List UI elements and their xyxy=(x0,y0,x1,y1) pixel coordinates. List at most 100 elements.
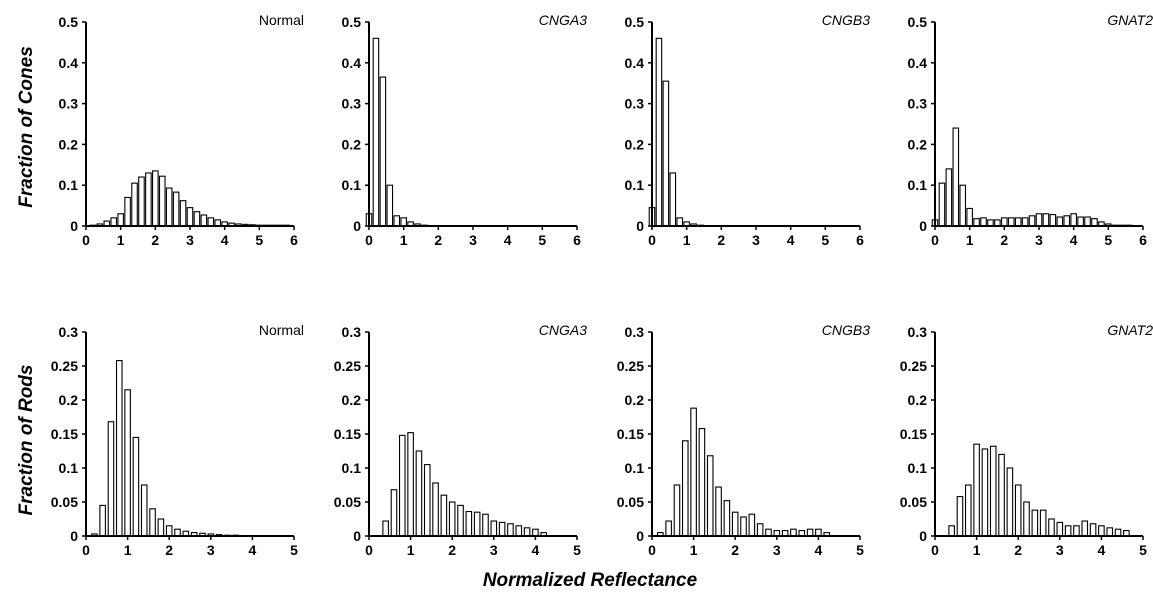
panel-title: GNAT2 xyxy=(1107,322,1153,338)
bar xyxy=(1098,525,1105,537)
bar xyxy=(1081,520,1089,537)
bar xyxy=(110,217,118,227)
x-tick-label: 5 xyxy=(538,232,546,248)
y-tick-label: 0.3 xyxy=(59,96,79,112)
panels-group: 00.10.20.30.40.50 1 2 3 4 5 6Normal00.10.20.30… xyxy=(51,12,1153,558)
bar xyxy=(1077,216,1084,227)
panel-title: Normal xyxy=(259,12,304,28)
bar xyxy=(1007,217,1015,227)
bar xyxy=(1089,523,1097,537)
panel-1: 0 0.1 0.2 0.3 0.4 0.5 0 1 2 3 4 5 6 CNGA3 xyxy=(342,12,588,248)
x-tick-label: 1 xyxy=(966,232,974,248)
x-tick-label: 2 xyxy=(1000,232,1008,248)
x-tick-label: 3 xyxy=(469,232,477,248)
bar xyxy=(507,523,514,537)
x-tick-label: 5 xyxy=(1104,232,1112,248)
bar xyxy=(676,217,684,227)
bar xyxy=(1084,216,1091,227)
y-tick-label: 0 xyxy=(70,218,78,234)
y-tick-label: 0.05 xyxy=(617,494,644,510)
y-tick-label: 0.1 xyxy=(625,460,645,476)
panel-title: CNGA3 xyxy=(539,322,587,338)
bar xyxy=(973,443,980,537)
x-tick-label: 6 xyxy=(573,232,581,248)
bar xyxy=(1035,213,1043,227)
bar xyxy=(989,445,997,537)
x-tick-label: 5 xyxy=(856,542,864,558)
x-tick-label: 2 xyxy=(165,542,173,558)
x-tick-label: 2 xyxy=(1014,542,1022,558)
x-tick-label: 4 xyxy=(787,232,795,248)
bar xyxy=(107,421,115,537)
bar xyxy=(532,528,539,537)
x-tick-label: 2 xyxy=(434,232,442,248)
bar xyxy=(1070,213,1077,227)
x-tick-label: 5 xyxy=(821,232,829,248)
bar xyxy=(140,484,148,537)
bar xyxy=(415,450,423,537)
bar xyxy=(132,436,140,537)
y-tick-label: 0.25 xyxy=(51,358,78,374)
y-tick-label: 0.1 xyxy=(59,177,79,193)
panel-6: 0 0.05 0.1 0.15 0.2 0.25 0.3 0 1 2 3 4 5 CNGB3 xyxy=(617,322,870,558)
bar xyxy=(1031,509,1039,537)
y-tick-label: 0.05 xyxy=(334,494,361,510)
bar xyxy=(515,525,523,537)
y-tick-label: 0.15 xyxy=(617,426,644,442)
bar xyxy=(938,182,946,227)
bar xyxy=(815,528,822,537)
x-tick-label: 1 xyxy=(683,232,691,248)
row-label-rods: Fraction of Rods xyxy=(16,365,37,516)
x-tick-label: 4 xyxy=(532,542,540,558)
x-tick-label: 0 xyxy=(365,542,373,558)
bar xyxy=(998,453,1005,537)
y-tick-label: 0.4 xyxy=(625,55,645,71)
bar xyxy=(124,196,131,227)
bar xyxy=(379,76,387,227)
bar xyxy=(523,527,531,537)
bar xyxy=(1073,525,1080,537)
y-tick-label: 0.2 xyxy=(342,136,362,152)
bar xyxy=(386,184,394,227)
y-tick-label: 0.2 xyxy=(59,392,79,408)
bar xyxy=(131,182,138,227)
bar xyxy=(966,207,973,227)
bar xyxy=(964,484,972,537)
y-tick-label: 0.15 xyxy=(334,426,361,442)
bar xyxy=(482,513,489,537)
y-tick-label: 0.1 xyxy=(908,460,928,476)
x-tick-label: 3 xyxy=(490,542,498,558)
bar xyxy=(715,486,722,537)
y-tick-label: 0.1 xyxy=(625,177,645,193)
bar xyxy=(731,511,739,537)
bar xyxy=(138,176,145,227)
x-tick-label: 0 xyxy=(648,232,656,248)
bar xyxy=(400,217,407,227)
x-tick-label: 6 xyxy=(1139,232,1147,248)
x-tick-label: 0 xyxy=(82,542,90,558)
bar xyxy=(1001,217,1008,227)
x-tick-label: 6 xyxy=(856,232,864,248)
panel-0: 0 0.1 0.2 0.3 0.4 0.5 0 1 2 3 4 5 6 Normal xyxy=(59,12,304,248)
x-tick-label: 1 xyxy=(407,542,415,558)
x-tick-label: 2 xyxy=(151,232,159,248)
x-tick-label: 5 xyxy=(573,542,581,558)
y-tick-label: 0.3 xyxy=(342,324,362,340)
y-tick-label: 0.05 xyxy=(51,494,78,510)
bar xyxy=(124,389,131,537)
x-tick-label: 3 xyxy=(1056,542,1064,558)
y-tick-label: 0.2 xyxy=(908,136,928,152)
y-tick-label: 0 xyxy=(353,218,361,234)
y-tick-label: 0 xyxy=(919,218,927,234)
bar xyxy=(152,170,159,227)
bar xyxy=(698,428,706,537)
bar xyxy=(1014,217,1022,227)
x-tick-label: 4 xyxy=(249,542,257,558)
bar xyxy=(473,511,481,537)
bar xyxy=(1056,521,1064,537)
bar xyxy=(448,501,456,537)
x-tick-label: 3 xyxy=(207,542,215,558)
bar xyxy=(655,37,663,227)
y-tick-label: 0.2 xyxy=(342,392,362,408)
